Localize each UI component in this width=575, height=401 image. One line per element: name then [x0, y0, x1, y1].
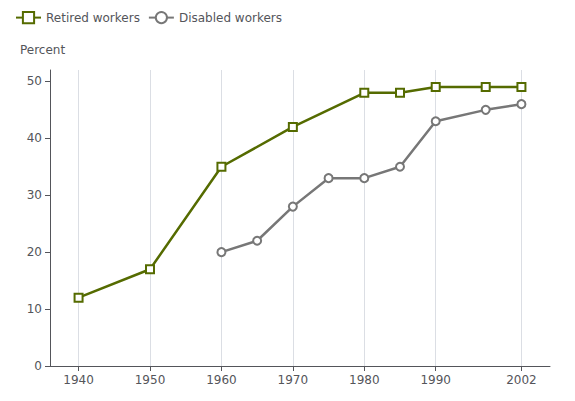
svg-text:0: 0 — [34, 359, 42, 373]
svg-text:1960: 1960 — [206, 373, 237, 387]
svg-text:50: 50 — [27, 74, 42, 88]
svg-text:1970: 1970 — [278, 373, 309, 387]
svg-text:1950: 1950 — [135, 373, 166, 387]
svg-text:Disabled workers: Disabled workers — [179, 11, 282, 25]
svg-text:Retired workers: Retired workers — [46, 11, 140, 25]
svg-text:Percent: Percent — [20, 43, 65, 57]
svg-text:30: 30 — [27, 188, 42, 202]
svg-text:20: 20 — [27, 245, 42, 259]
svg-text:2002: 2002 — [506, 373, 537, 387]
svg-text:40: 40 — [27, 131, 42, 145]
svg-text:1980: 1980 — [349, 373, 380, 387]
svg-text:1940: 1940 — [63, 373, 94, 387]
svg-text:1990: 1990 — [420, 373, 451, 387]
svg-text:10: 10 — [27, 302, 42, 316]
